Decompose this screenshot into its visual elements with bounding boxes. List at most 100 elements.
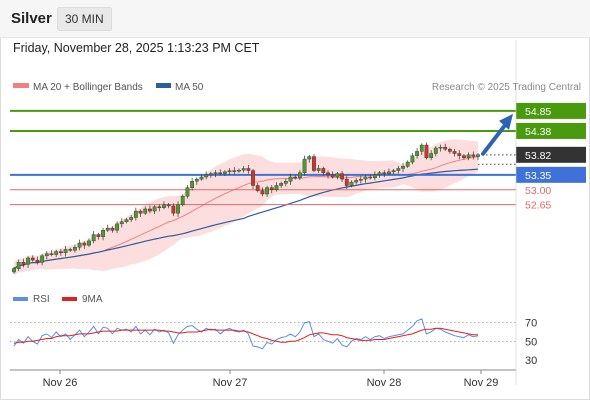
candle (176, 201, 180, 217)
candle-body (349, 181, 354, 186)
ma20-legend-swatch (13, 83, 29, 88)
candle (87, 238, 91, 247)
candle-body (110, 227, 115, 231)
timeframe-button[interactable]: 30 MIN (57, 7, 112, 31)
candle (274, 182, 279, 192)
candle (279, 181, 284, 188)
candle (433, 146, 438, 157)
candle (335, 171, 340, 180)
candle-body (424, 144, 429, 158)
candle-body (457, 153, 462, 156)
candle-body (82, 242, 87, 246)
candle-body (105, 227, 110, 231)
candle-body (246, 168, 251, 171)
candle-body (152, 206, 157, 212)
candle-body (16, 262, 21, 269)
candle (293, 175, 298, 180)
candle (307, 154, 312, 163)
instrument-title: Silver (11, 10, 52, 27)
candle-body (265, 187, 269, 195)
price-tag-bg (516, 122, 586, 139)
candle (96, 232, 101, 240)
candle-body (391, 170, 396, 173)
x-axis-label: Nov 27 (213, 377, 248, 389)
candle (302, 155, 307, 176)
candle-body (208, 173, 213, 176)
candle-body (396, 168, 401, 171)
candle-body (115, 223, 120, 231)
rsi-ma-legend-label: 9MA (82, 294, 103, 305)
chart-header: Silver 30 MIN (0, 0, 590, 38)
candle (405, 160, 410, 169)
rsi-tick-label: 30 (525, 355, 537, 367)
candle (415, 147, 419, 159)
pivot-price-tag: 53.35 (516, 166, 586, 183)
candle-body (96, 234, 101, 237)
candle (349, 180, 354, 188)
candle (12, 266, 16, 274)
candle-body (185, 187, 190, 197)
candle-body (54, 251, 59, 255)
candle-body (302, 158, 307, 173)
candle-body (387, 171, 391, 174)
chart-datetime: Friday, November 28, 2025 1:13:23 PM CET (13, 41, 260, 55)
candle-body (166, 204, 171, 207)
candle-body (218, 172, 223, 174)
rsi-tick-label: 50 (525, 336, 537, 348)
candle-body (410, 155, 415, 163)
candle-body (63, 249, 68, 254)
candle-body (40, 255, 45, 263)
candle-body (354, 180, 359, 183)
candle (443, 143, 448, 151)
candle (119, 218, 124, 228)
candle-body (223, 171, 227, 174)
candle-body (340, 173, 344, 180)
candle (171, 203, 176, 217)
candle (462, 153, 466, 160)
rsi-legend-swatch (13, 297, 28, 301)
candle (344, 175, 349, 190)
candle-body (138, 210, 143, 214)
candle (387, 168, 391, 176)
candle (190, 177, 195, 191)
candle-body (335, 173, 340, 178)
candle-body (157, 206, 162, 209)
candle-body (35, 259, 40, 263)
candle-body (368, 176, 373, 179)
ma50-legend-label: MA 50 (175, 82, 204, 93)
candle (391, 168, 396, 175)
rsi-legend-label: RSI (33, 294, 50, 305)
candle (368, 174, 373, 180)
candle-body (176, 204, 180, 214)
candle (330, 171, 335, 179)
candle (288, 173, 293, 185)
candle (138, 209, 143, 217)
resistance-price-tag: 54.38 (516, 122, 586, 139)
resistance-price-tag: 54.85 (516, 102, 586, 119)
candle-body (87, 240, 91, 246)
candle (30, 255, 35, 262)
candle-body (241, 168, 246, 171)
candle (232, 167, 237, 175)
candle-body (415, 151, 419, 156)
candle (255, 182, 260, 193)
candle (382, 170, 387, 178)
ma20-legend-label: MA 20 + Bollinger Bands (33, 82, 143, 93)
rsi-tick-label: 70 (525, 318, 537, 330)
candle (157, 204, 162, 212)
candle-body (466, 154, 471, 158)
candle-body (363, 176, 368, 180)
candle-body (237, 169, 241, 172)
candle-body (68, 249, 73, 251)
x-axis-label: Nov 26 (43, 377, 78, 389)
candle (110, 226, 115, 233)
candle-body (129, 217, 134, 220)
candle-body (44, 253, 49, 257)
candle-body (91, 234, 96, 242)
candle (321, 166, 326, 176)
candle-body (260, 190, 265, 195)
last-price-tag: 53.82 (516, 146, 586, 163)
candle-body (321, 168, 326, 173)
price-tag-label: 54.85 (525, 106, 551, 118)
